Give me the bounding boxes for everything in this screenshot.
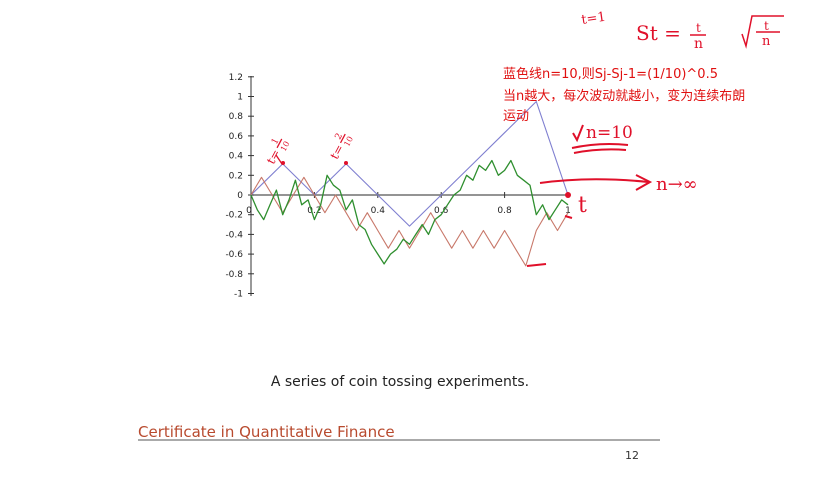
hand-n-to-infinity: n→∞ xyxy=(656,174,698,195)
y-tick-label: 0 xyxy=(237,191,243,201)
hand-t-two-tenths: t= 2 10 xyxy=(327,132,355,162)
series-line-1 xyxy=(250,100,569,227)
y-tick-label: 0.2 xyxy=(229,171,243,181)
hand-fraction-den: n xyxy=(694,36,703,52)
chart-axes xyxy=(250,76,568,296)
hand-arrow-shaft xyxy=(539,178,649,184)
hand-fraction-t-over-n: t n xyxy=(690,21,706,52)
hand-st-formula: St = xyxy=(636,21,681,45)
hand-point-x1 xyxy=(565,192,571,198)
x-tick-label: 0.8 xyxy=(497,206,512,216)
chart-series xyxy=(250,100,569,267)
figure-caption: A series of coin tossing experiments. xyxy=(271,374,529,390)
footer-title: Certificate in Quantitative Finance xyxy=(138,423,395,441)
y-tick-label: -0.8 xyxy=(225,270,243,280)
y-tick-label: -0.2 xyxy=(225,211,243,221)
y-tick-label: 1 xyxy=(237,93,243,103)
hand-t1-pointer xyxy=(275,154,283,165)
series-line-3 xyxy=(250,159,569,265)
hand-t2-bar xyxy=(339,133,346,144)
hand-sqrt-den: n xyxy=(762,34,771,49)
hand-t-label: t xyxy=(578,193,587,218)
x-tick-label: 0.6 xyxy=(434,206,449,216)
note-line-3: 运动 xyxy=(503,109,529,124)
hand-t-one-tenth: t= 1 10 xyxy=(264,137,292,167)
hand-underline-1 xyxy=(571,143,629,149)
axis-ticks: 1.210.80.60.40.20-0.2-0.4-0.6-0.8-10 0.2 0… xyxy=(225,73,570,300)
y-tick-label: 0.4 xyxy=(229,152,244,162)
hand-sqrt-t-over-n: t n xyxy=(741,15,784,49)
hand-t2-label: t= xyxy=(327,142,346,162)
x-tick-label: 0 xyxy=(246,206,252,216)
hand-t1-label: t= xyxy=(264,147,283,167)
y-tick-label: -0.4 xyxy=(225,230,243,240)
note-line-1: 蓝色线n=10,则Sj-Sj-1=(1/10)^0.5 xyxy=(503,66,718,82)
x-tick-label: 0.2 xyxy=(307,206,321,216)
hand-t1-den: 10 xyxy=(279,140,292,153)
hand-t1-bar xyxy=(276,138,283,149)
y-tick-label: -0.6 xyxy=(225,250,243,260)
hand-dash xyxy=(564,215,573,219)
hand-t2-dot xyxy=(344,161,348,165)
hand-n-equals-10: n=10 xyxy=(586,123,633,143)
hand-t2-den: 10 xyxy=(342,135,355,148)
hand-t2-num: 2 xyxy=(334,132,346,142)
hand-t-equals-1: t=1 xyxy=(580,10,606,28)
y-tick-label: 0.6 xyxy=(229,132,244,142)
y-tick-label: -1 xyxy=(234,290,243,300)
y-tick-label: 0.8 xyxy=(229,112,244,122)
page-number: 12 xyxy=(625,449,639,462)
hand-arrow-head xyxy=(635,174,653,191)
hand-min-mark xyxy=(526,263,547,267)
series-line-2 xyxy=(250,176,569,267)
hand-check-mark xyxy=(572,124,584,143)
x-tick-label: 0.4 xyxy=(371,206,386,216)
x-tick-label: 1 xyxy=(565,206,571,216)
hand-t1-num: 1 xyxy=(270,137,282,147)
hand-underline-2 xyxy=(573,148,627,154)
y-tick-label: 1.2 xyxy=(229,73,243,83)
hand-sqrt-num: t xyxy=(764,19,769,33)
note-line-2: 当n越大，每次波动就越小，变为连续布朗 xyxy=(503,88,745,104)
hand-sqrt-sign xyxy=(741,15,784,49)
hand-fraction-num: t xyxy=(696,21,701,35)
hand-t1-dot xyxy=(281,161,285,165)
